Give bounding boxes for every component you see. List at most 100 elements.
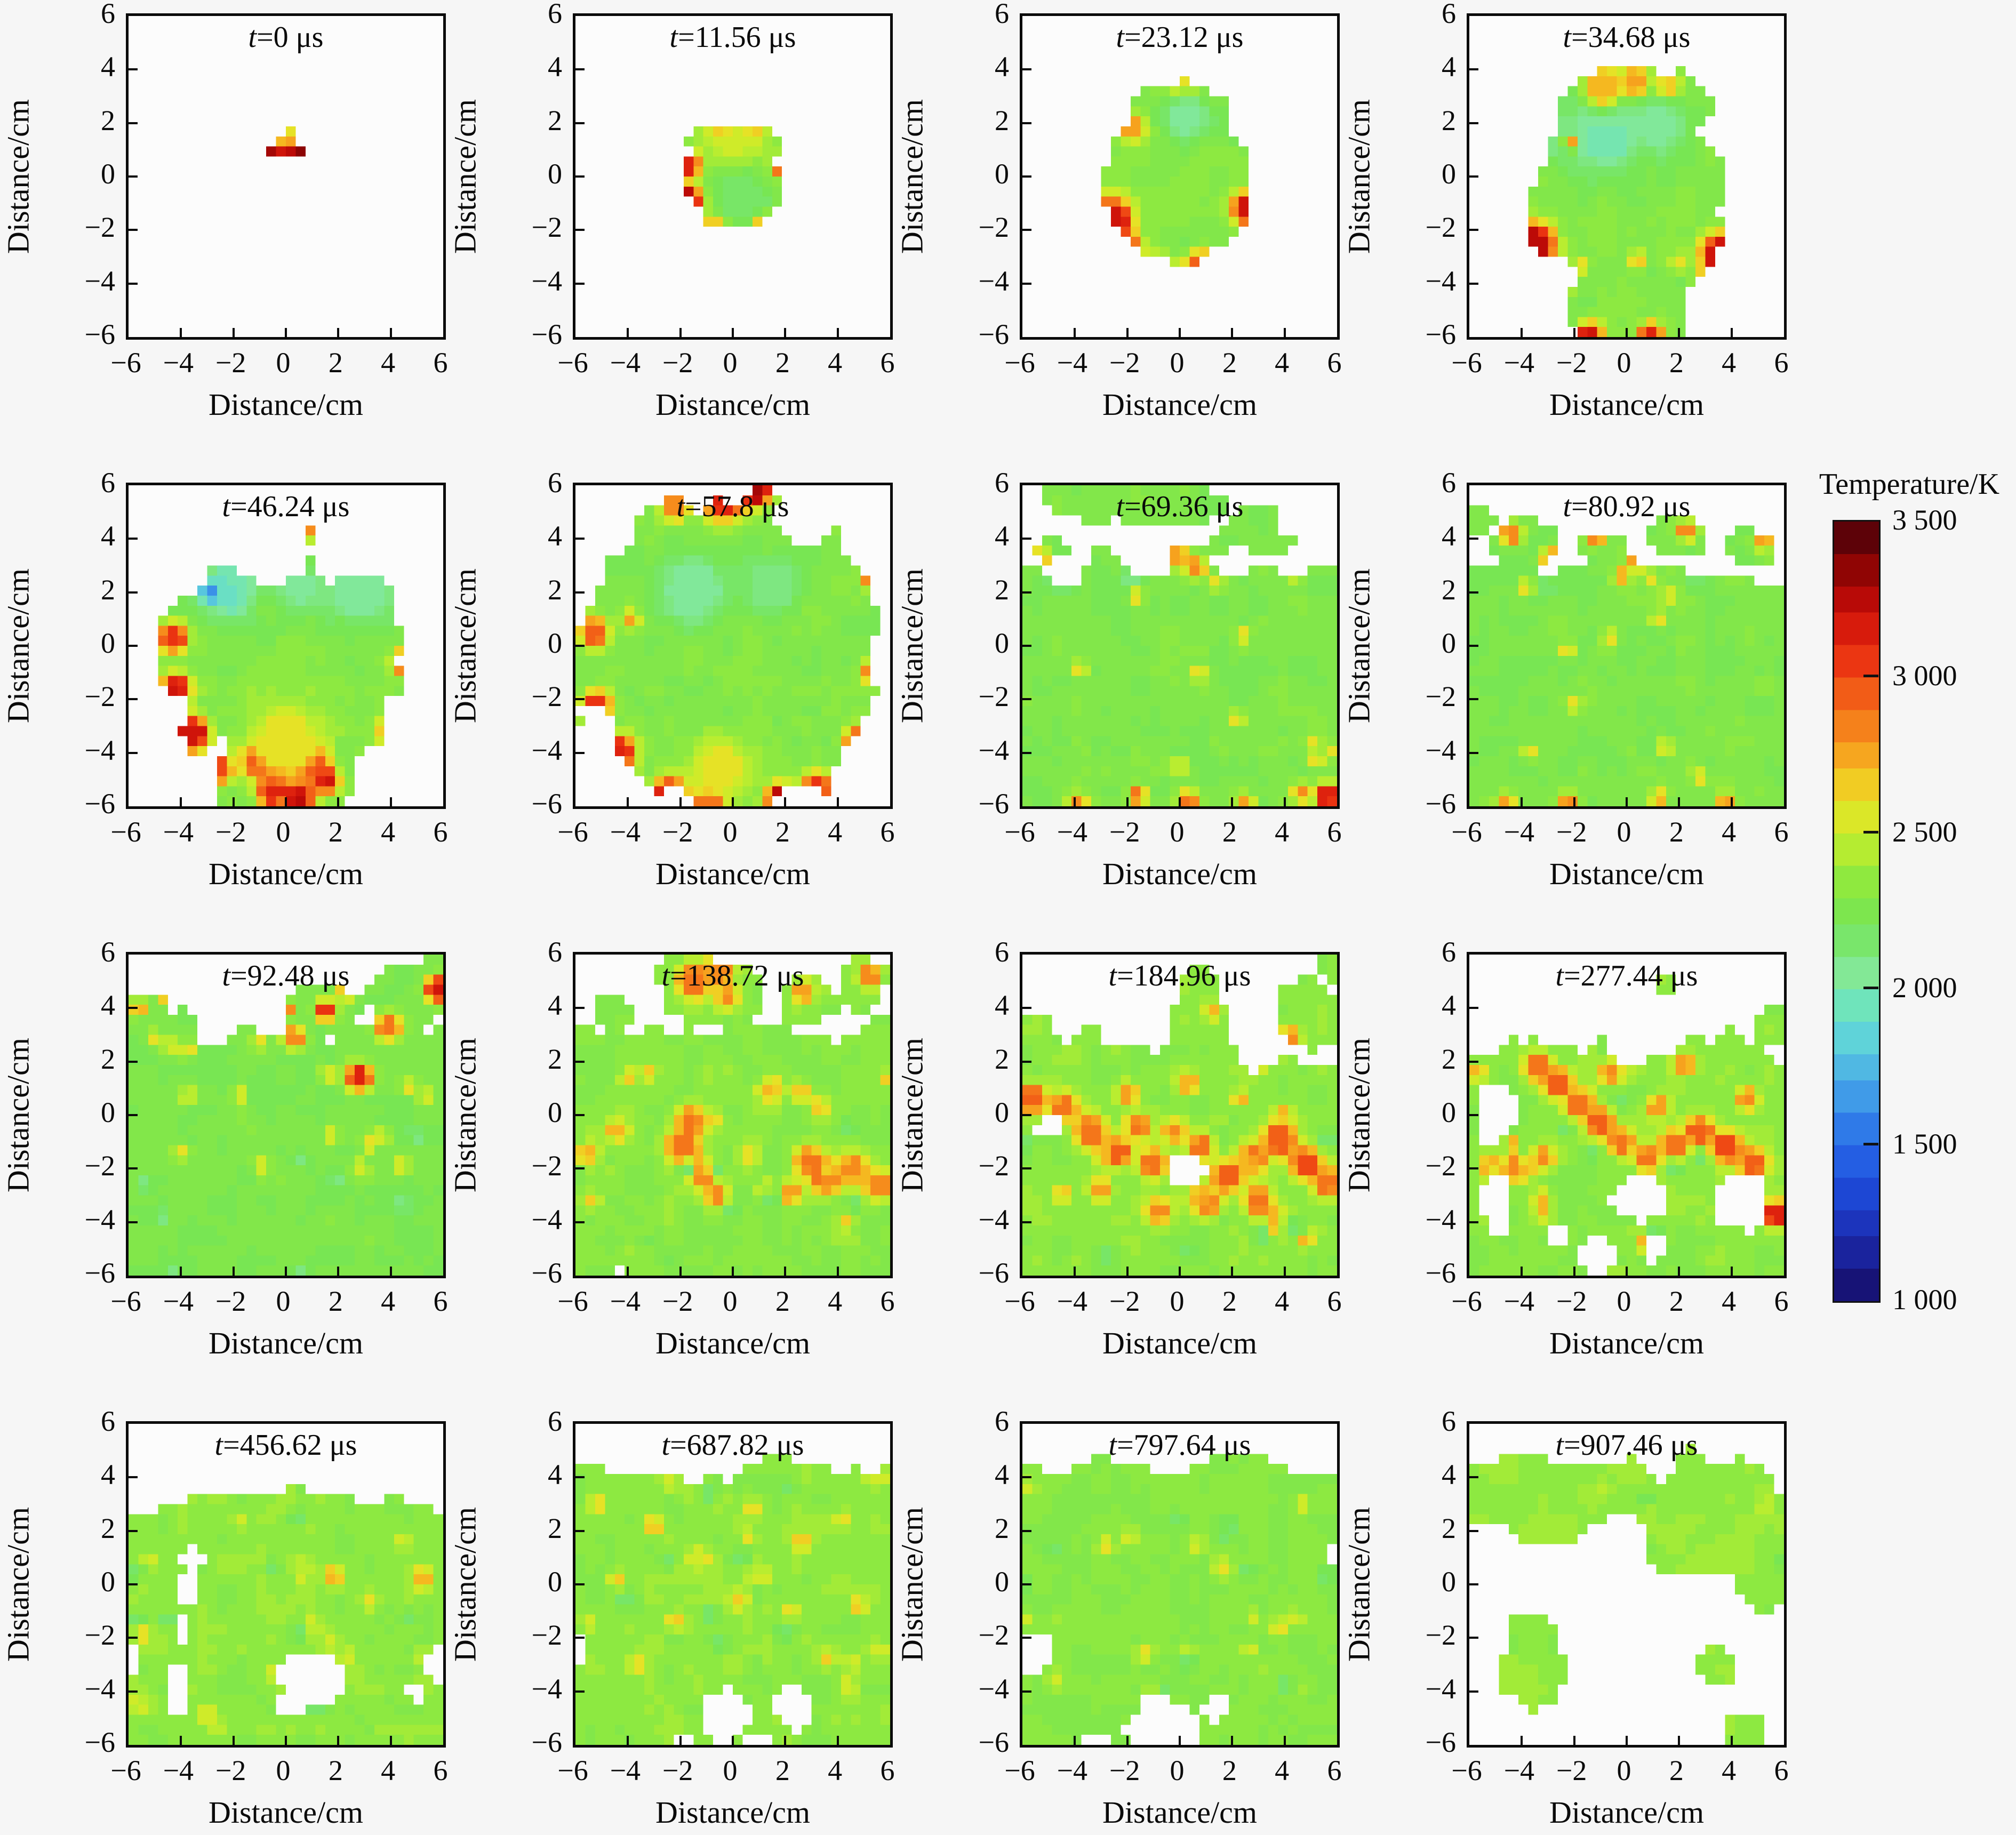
panel-title: t=0 μs — [248, 21, 324, 54]
x-axis-label: Distance/cm — [1549, 1326, 1704, 1360]
x-tick-label: 0 — [723, 816, 738, 848]
y-tick-label: −2 — [1425, 1619, 1456, 1652]
x-tick-mark — [180, 328, 182, 337]
y-axis-label: Distance/cm — [1, 1038, 36, 1192]
y-tick-label: 4 — [548, 51, 562, 83]
x-tick-label: 4 — [1275, 816, 1290, 848]
x-tick-label: 2 — [1222, 1285, 1237, 1317]
heatmap-panel: Distance/cm 6 4 2 0 −2 −4 −6 t=797.64 μs −6 −4−… — [894, 1405, 1342, 1835]
colorbar-title: Temperature/K — [1819, 468, 2000, 501]
x-axis-label: Distance/cm — [209, 387, 363, 422]
y-axis-label: Distance/cm — [1341, 568, 1377, 723]
x-axis-label: Distance/cm — [209, 856, 363, 891]
y-tick-mark — [129, 1690, 138, 1693]
x-axis-label: Distance/cm — [1102, 1326, 1257, 1360]
x-tick-mark — [1126, 1267, 1129, 1276]
x-tick-label: −4 — [1503, 816, 1535, 848]
y-tick-label: 0 — [995, 158, 1009, 190]
heatmap-panel: Distance/cm 6 4 2 0 −2 −4 −6 t=184.96 μs −6 −4−… — [894, 936, 1342, 1373]
y-axis-label: Distance/cm — [1, 99, 36, 254]
y-tick-mark — [1469, 282, 1478, 285]
x-tick-label: 6 — [880, 1754, 895, 1786]
y-tick-mark — [1469, 1637, 1478, 1639]
y-tick-label: 2 — [1442, 1043, 1456, 1075]
x-tick-label: −4 — [1057, 1285, 1088, 1317]
x-tick-label: −2 — [215, 347, 246, 379]
y-tick-mark — [129, 1007, 138, 1009]
y-tick-mark — [129, 1476, 138, 1479]
plot-area: t=277.44 μs — [1467, 952, 1787, 1278]
x-tick-mark — [679, 1736, 682, 1745]
x-tick-mark — [679, 1267, 682, 1276]
y-tick-label: 0 — [548, 627, 562, 659]
x-tick-label: 6 — [1327, 347, 1342, 379]
x-axis-label: Distance/cm — [1102, 387, 1257, 422]
y-tick-mark — [129, 68, 138, 71]
y-tick-labels: 6 4 2 0 −2 −4 −6 — [931, 0, 1014, 350]
x-tick-label: −4 — [1057, 347, 1088, 379]
x-tick-mark — [1283, 1736, 1286, 1745]
x-tick-label: −4 — [163, 1285, 194, 1317]
x-tick-mark — [732, 797, 734, 806]
x-tick-label: 6 — [433, 347, 448, 379]
y-tick-label: 2 — [101, 573, 115, 606]
x-tick-label: 0 — [276, 1754, 291, 1786]
x-tick-labels: −6 −4 −2 0 2 4 6 — [110, 812, 448, 850]
y-tick-label: 4 — [101, 51, 115, 83]
y-tick-label: 2 — [995, 104, 1009, 137]
x-tick-label: 6 — [1327, 816, 1342, 848]
y-axis-label: Distance/cm — [447, 1507, 483, 1662]
y-tick-label: −2 — [531, 1619, 562, 1652]
x-tick-mark — [1730, 1736, 1733, 1745]
y-tick-mark — [129, 1114, 138, 1116]
x-tick-label: 0 — [1617, 816, 1631, 848]
x-tick-labels: −6 −4 −2 0 2 4 6 — [557, 343, 894, 380]
x-tick-mark — [1074, 797, 1076, 806]
x-tick-label: −2 — [1109, 1285, 1140, 1317]
y-tick-labels: 6 4 2 0 −2 −4 −6 — [1378, 0, 1461, 350]
x-tick-label: −4 — [163, 816, 194, 848]
panel-title: t=11.56 μs — [669, 21, 796, 54]
heatmap-canvas — [1469, 1424, 1784, 1745]
x-tick-mark — [1678, 1267, 1681, 1276]
y-tick-label: −6 — [1425, 788, 1456, 820]
x-tick-label: −6 — [110, 1754, 141, 1786]
y-tick-mark — [129, 1583, 138, 1585]
x-tick-label: 6 — [1327, 1754, 1342, 1786]
y-tick-mark — [1469, 1690, 1478, 1693]
x-tick-label: 4 — [381, 347, 396, 379]
heatmap-canvas — [1469, 16, 1784, 337]
plot-area: t=907.46 μs — [1467, 1421, 1787, 1748]
x-tick-label: −2 — [215, 1285, 246, 1317]
y-tick-labels: 6 4 2 0 −2 −4 −6 — [484, 0, 567, 350]
heatmap-panel: Distance/cm 6 4 2 0 −2 −4 −6 t=687.82 μs −6 −4−… — [447, 1405, 895, 1835]
colorbar-tick-label: 3 500 — [1892, 504, 1957, 536]
heatmap-panel: Distance/cm 6 4 2 0 −2 −4 −6 t=80.92 μs −6 −4 −2… — [1341, 467, 1789, 904]
x-tick-labels: −6 −4 −2 0 2 4 6 — [1004, 1751, 1342, 1788]
x-tick-label: −4 — [610, 1285, 641, 1317]
y-tick-mark — [575, 1583, 585, 1585]
x-tick-mark — [784, 797, 787, 806]
y-axis-label: Distance/cm — [1341, 99, 1377, 254]
y-tick-mark — [1022, 1637, 1031, 1639]
y-tick-label: −2 — [978, 1619, 1009, 1652]
y-tick-mark — [129, 698, 138, 701]
y-tick-mark — [575, 1529, 585, 1532]
y-tick-label: −4 — [84, 734, 115, 766]
x-tick-label: −2 — [215, 816, 246, 848]
y-tick-mark — [1022, 1690, 1031, 1693]
x-tick-label: 0 — [1617, 1754, 1631, 1786]
x-tick-label: −4 — [1503, 1754, 1535, 1786]
y-tick-mark — [1022, 68, 1031, 71]
x-tick-mark — [1231, 1736, 1234, 1745]
y-tick-mark — [1022, 1221, 1031, 1223]
y-tick-labels: 6 4 2 0 −2 −4 −6 — [931, 467, 1014, 820]
x-tick-label: −2 — [1109, 816, 1140, 848]
x-tick-label: −2 — [1556, 1285, 1587, 1317]
x-tick-mark — [1126, 328, 1129, 337]
x-tick-mark — [1231, 328, 1234, 337]
x-tick-mark — [732, 328, 734, 337]
y-tick-label: −4 — [531, 734, 562, 766]
x-tick-label: 6 — [433, 816, 448, 848]
